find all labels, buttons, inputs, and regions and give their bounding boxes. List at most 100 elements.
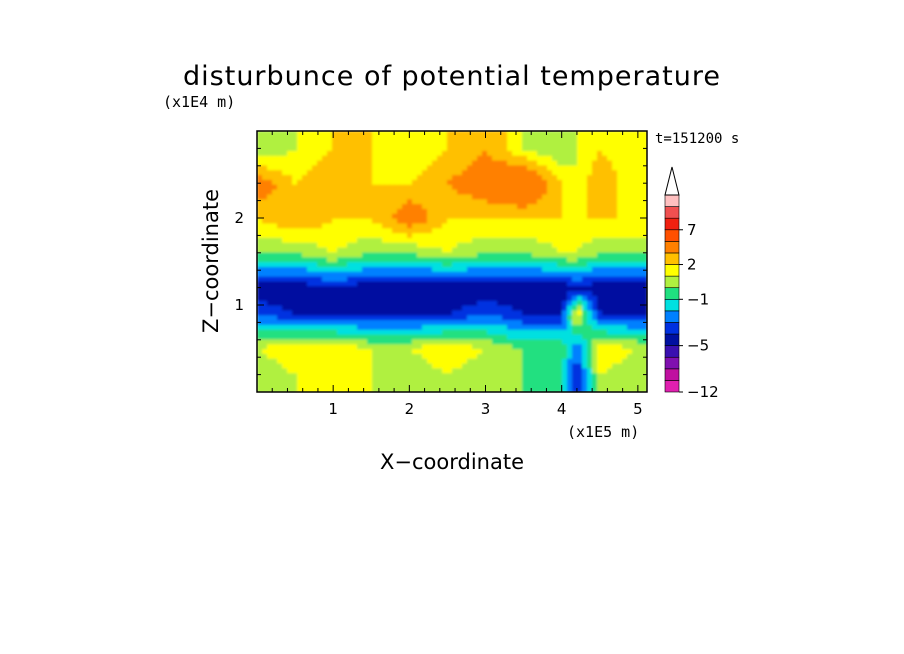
field-cell [322,324,328,330]
field-cell [622,271,628,277]
field-cell [522,363,528,369]
field-cell [417,343,423,350]
field-cell [617,324,623,330]
field-cell [457,372,463,379]
field-cell [617,353,623,359]
field-cell [287,232,293,238]
field-cell [497,237,503,243]
field-cell [422,155,428,161]
field-cell [612,218,618,224]
field-cell [632,213,638,219]
field-cell [427,338,433,345]
field-cell [442,309,448,316]
field-cell [272,261,278,267]
field-cell [542,140,548,147]
field-cell [502,358,508,364]
field-cell [367,256,373,263]
field-cell [357,324,363,330]
field-cell [412,198,418,205]
field-cell [457,295,463,301]
field-cell [392,271,398,277]
field-cell [567,387,573,392]
field-cell [492,319,498,325]
field-cell [312,276,318,282]
field-cell [582,213,588,219]
field-cell [427,314,433,321]
field-cell [607,164,613,171]
field-cell [362,319,368,325]
field-cell [297,382,303,388]
field-cell [497,203,503,209]
field-cell [422,213,428,219]
field-cell [412,382,418,388]
colorbar-swatch [664,333,680,346]
field-cell [577,276,583,282]
field-cell [277,193,283,200]
field-cell [367,271,373,277]
field-cell [282,377,288,383]
field-cell [522,343,528,350]
field-cell [607,198,613,205]
field-cell [352,160,358,166]
field-cell [362,160,368,166]
field-cell [317,285,323,292]
field-cell [322,232,328,238]
field-cell [517,251,523,258]
field-cell [272,203,278,209]
field-cell [527,198,533,205]
field-cell [557,160,563,166]
field-cell [637,353,643,359]
field-cell [272,348,278,354]
colorbar-label: −5 [687,337,709,355]
field-cell [622,179,628,185]
field-cell [382,140,388,147]
field-cell [472,285,478,292]
field-cell [642,329,647,335]
field-cell [342,367,348,374]
field-cell [592,169,598,176]
field-cell [327,338,333,345]
field-cell [462,203,468,209]
field-cell [337,222,343,229]
field-cell [272,266,278,272]
field-cell [307,193,313,200]
field-cell [322,305,328,311]
field-cell [562,232,568,238]
field-cell [467,280,473,287]
field-cell [407,135,413,142]
field-cell [417,203,423,209]
field-cell [417,135,423,142]
field-cell [452,179,458,185]
field-cell [272,338,278,345]
field-cell [312,232,318,238]
field-cell [512,363,518,369]
field-cell [397,295,403,301]
field-cell [597,232,603,238]
field-cell [572,363,578,369]
field-cell [607,348,613,354]
field-cell [297,164,303,171]
field-cell [642,276,647,282]
field-cell [342,251,348,258]
field-cell [592,271,598,277]
field-cell [347,203,353,209]
field-cell [587,329,593,335]
field-cell [342,135,348,142]
field-cell [522,193,528,200]
field-cell [422,343,428,350]
field-cell [472,213,478,219]
field-cell [532,295,538,301]
field-cell [282,251,288,258]
field-cell [302,387,308,392]
field-cell [377,377,383,383]
field-cell [367,338,373,345]
field-cell [417,358,423,364]
field-cell [357,334,363,340]
field-cell [512,358,518,364]
field-cell [497,174,503,180]
field-cell [272,227,278,234]
field-cell [582,280,588,287]
field-cell [562,208,568,214]
field-cell [447,280,453,287]
field-cell [452,305,458,311]
